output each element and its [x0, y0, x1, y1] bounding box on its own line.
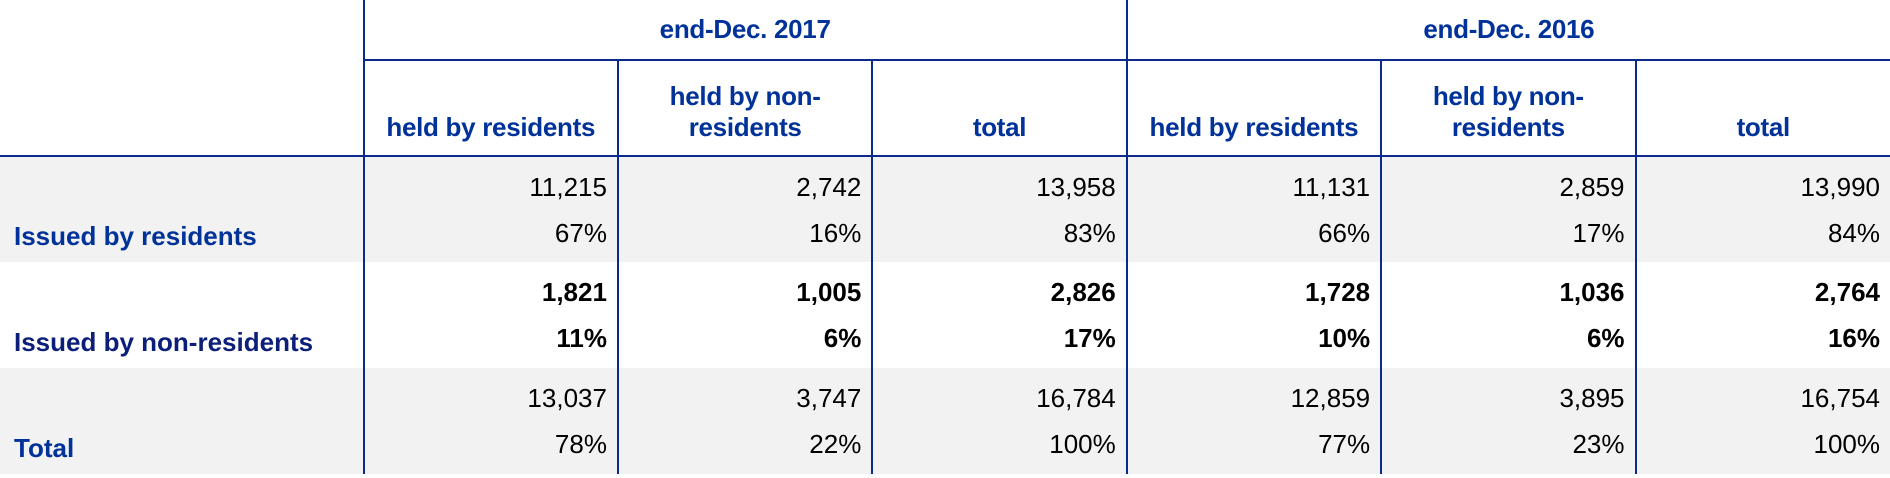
row-label-issued-by-residents: Issued by residents	[0, 156, 364, 262]
header-column-row: held by residents held by non-residents …	[0, 60, 1890, 157]
cell: 13,958 83%	[871, 156, 1127, 262]
cell: 2,764 16%	[1634, 262, 1890, 368]
cell: 16,754 100%	[1634, 368, 1890, 474]
col-2016-held-by-residents: held by residents	[1125, 60, 1382, 157]
cell-percent: 11%	[556, 323, 607, 353]
cell: 13,037 78%	[362, 368, 618, 474]
cell: 2,742 16%	[616, 156, 873, 262]
cell-value: 2,826	[1050, 277, 1116, 307]
cell: 2,826 17%	[871, 262, 1127, 368]
cell-value: 1,728	[1305, 277, 1371, 307]
cell-value: 2,764	[1814, 277, 1880, 307]
cell-percent: 84%	[1827, 217, 1880, 248]
cell-value: 11,131	[1292, 171, 1371, 202]
cell-percent: 23%	[1572, 429, 1625, 459]
row-label-total: Total	[0, 368, 364, 474]
cell-percent: 100%	[1813, 429, 1881, 459]
cell-value: 16,754	[1800, 383, 1880, 413]
col-2017-held-by-non-residents: held by non-residents	[616, 60, 873, 157]
cell-value: 13,990	[1800, 171, 1880, 202]
cell-percent: 17%	[1572, 217, 1625, 248]
col-2016-total: total	[1634, 60, 1890, 157]
cell: 13,990 84%	[1634, 156, 1890, 262]
cell: 1,036 6%	[1380, 262, 1636, 368]
cell: 1,821 11%	[362, 262, 618, 368]
cell: 3,895 23%	[1380, 368, 1636, 474]
cell-value: 1,036	[1559, 277, 1625, 307]
cell-value: 1,005	[796, 277, 862, 307]
row-label-issued-by-non-residents: Issued by non-residents	[0, 262, 364, 368]
cell: 1,728 10%	[1125, 262, 1382, 368]
table-row-issued-by-non-residents: Issued by non-residents 1,821 11% 1,005 6%…	[0, 262, 1890, 368]
cell-percent: 100%	[1049, 429, 1116, 459]
cell-percent: 77%	[1318, 429, 1371, 459]
cell-value: 3,895	[1559, 383, 1625, 413]
header-corner	[0, 0, 364, 60]
cell-value: 3,747	[796, 383, 862, 413]
cell: 3,747 22%	[616, 368, 873, 474]
col-2017-total: total	[871, 60, 1127, 157]
header-corner-lower	[0, 60, 364, 157]
cell-value: 13,037	[527, 383, 607, 413]
table-row-issued-by-residents: Issued by residents 11,215 67% 2,742 16% 1…	[0, 156, 1890, 262]
table-row-total: Total 13,037 78% 3,747 22% 16,784 100% 12,8…	[0, 368, 1890, 474]
cell-value: 11,215	[529, 171, 607, 202]
cell-percent: 16%	[809, 217, 862, 248]
cell-percent: 10%	[1318, 323, 1371, 353]
period-2017-header: end-Dec. 2017	[362, 0, 1127, 61]
cell-percent: 16%	[1827, 323, 1880, 353]
cell-percent: 17%	[1063, 323, 1116, 353]
period-2016-header: end-Dec. 2016	[1125, 0, 1890, 61]
cell: 11,131 66%	[1125, 156, 1382, 262]
cell-value: 2,742	[796, 171, 862, 202]
cell: 1,005 6%	[616, 262, 873, 368]
cell-value: 16,784	[1036, 383, 1116, 413]
cell-percent: 22%	[809, 429, 862, 459]
cell: 16,784 100%	[871, 368, 1127, 474]
cell-value: 1,821	[541, 277, 607, 307]
cell-value: 13,958	[1036, 171, 1116, 202]
col-2016-held-by-non-residents: held by non-residents	[1380, 60, 1636, 157]
cell-percent: 66%	[1318, 217, 1371, 248]
cell-percent: 6%	[1586, 323, 1625, 353]
cell: 11,215 67%	[362, 156, 618, 262]
cell-percent: 83%	[1063, 217, 1116, 248]
cell-percent: 6%	[823, 323, 862, 353]
col-2017-held-by-residents: held by residents	[362, 60, 618, 157]
cell-value: 12,859	[1290, 383, 1371, 413]
cell-percent: 78%	[554, 429, 607, 459]
cell: 2,859 17%	[1380, 156, 1636, 262]
header-period-row: end-Dec. 2017 end-Dec. 2016	[0, 0, 1890, 61]
cell-percent: 67%	[554, 217, 607, 248]
cell: 12,859 77%	[1125, 368, 1382, 474]
cell-value: 2,859	[1559, 171, 1625, 202]
